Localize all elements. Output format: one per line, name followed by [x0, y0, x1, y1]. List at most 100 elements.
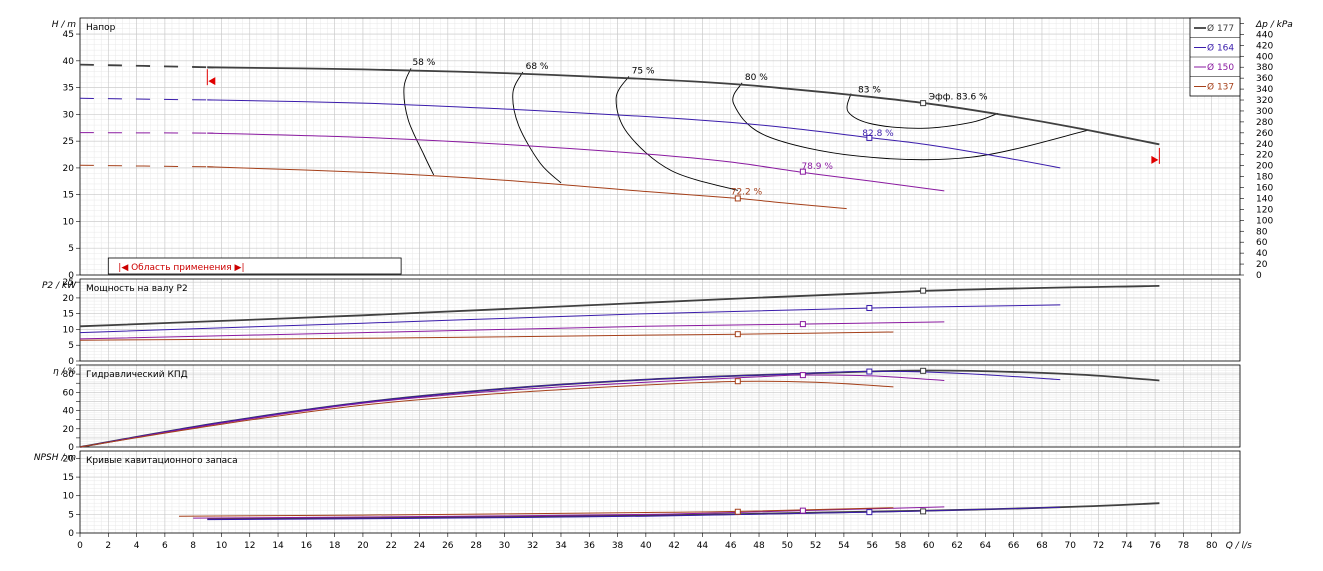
y-tick-label: 20: [63, 425, 75, 435]
y2-tick-label: 220: [1256, 151, 1273, 161]
y-tick-label: 0: [68, 271, 74, 281]
y-tick-label: 5: [68, 341, 74, 351]
series-line: [207, 132, 945, 192]
y-tick-label: 10: [63, 325, 75, 335]
y2-tick-label: 40: [1256, 249, 1268, 259]
x-tick-label: 34: [555, 541, 567, 551]
efficiency-label: 58 %: [412, 58, 435, 68]
y-tick-label: 0: [68, 357, 74, 367]
x-tick-label: 4: [134, 541, 140, 551]
x-tick-label: 8: [190, 541, 196, 551]
bep-marker: [734, 331, 741, 338]
x-tick-label: 58: [895, 541, 907, 551]
bep-marker: [866, 134, 873, 141]
iso-efficiency-curve: [846, 93, 999, 129]
y-axis-efficiency: 0 20 40 60 80η / %: [53, 364, 80, 453]
bep-marker: [799, 168, 806, 175]
efficiency-label: 72.2 %: [731, 188, 763, 198]
y-tick-label: 40: [63, 407, 75, 417]
series-efficiency: [79, 374, 945, 448]
y2-tick-label: 140: [1256, 194, 1273, 204]
series-line: [79, 321, 945, 340]
x-tick-label: 16: [301, 541, 313, 551]
x-axis: 0 2 4 6 8 10 12 14 16 18 20 22 24 26 28 30 32 34 36 38 40 42 4…: [77, 533, 1252, 551]
bep-marker: [799, 372, 806, 379]
series-power: [79, 304, 1061, 334]
y-axis-label: P2 / kW: [42, 281, 77, 291]
x-tick-label: 28: [470, 541, 482, 551]
series-line: [79, 331, 894, 341]
y-axis-head: 0 5 10 15 20 25 30 35 40 45H / m: [52, 20, 80, 281]
y2-tick-label: 420: [1256, 41, 1273, 51]
series-line: [79, 304, 1061, 334]
panel-efficiency: 0 20 40 60 80η / % Гидравлический КПД: [53, 364, 1241, 453]
x-tick-label: 12: [244, 541, 255, 551]
x-tick-label: 76: [1149, 541, 1161, 551]
y2-tick-label: 120: [1256, 205, 1273, 215]
x-tick-label: 44: [697, 541, 709, 551]
y2-tick-label: 260: [1256, 129, 1273, 139]
y-tick-label: 20: [63, 454, 75, 464]
series-line-dashed: [79, 164, 218, 168]
iso-efficiency-curve: [512, 71, 562, 184]
series-line-dashed: [79, 132, 218, 134]
x-tick-label: 10: [216, 541, 228, 551]
x-tick-label: 38: [612, 541, 624, 551]
y-tick-label: 80: [63, 370, 75, 380]
y-tick-label: 25: [63, 137, 74, 147]
bep-marker: [734, 378, 741, 385]
y-axis-label: NPSH / m: [34, 453, 76, 463]
fine-grid: [79, 450, 1241, 534]
bep-markers: [734, 100, 927, 202]
efficiency-label: 82.8 %: [862, 129, 894, 139]
legend: Ø 177 Ø 164 Ø 150 Ø 137: [1189, 17, 1241, 97]
x-tick-label: 42: [668, 541, 679, 551]
y-tick-label: 0: [68, 443, 74, 453]
y2-tick-label: 280: [1256, 118, 1273, 128]
x-tick-label: 62: [951, 541, 962, 551]
y-tick-label: 0: [68, 529, 74, 539]
x-tick-label: 54: [838, 541, 850, 551]
panel-frame: [79, 278, 1241, 362]
legend-entry-label: Ø 150: [1207, 62, 1234, 73]
y-axis-label: H / m: [52, 20, 77, 30]
efficiency-labels: 58 % 68 % 75 % 80 % 83 % Эфф. 83.6 % 82.8 % 78.…: [412, 58, 988, 198]
x-tick-label: 80: [1206, 541, 1218, 551]
series-power: [79, 331, 894, 341]
range-marker-left-icon: [208, 77, 216, 86]
series-npsh: [178, 507, 894, 517]
bep-marker: [920, 508, 927, 515]
x-tick-label: 6: [162, 541, 168, 551]
series-head: [79, 97, 1061, 169]
series-head: [79, 132, 945, 192]
x-tick-label: 48: [753, 541, 765, 551]
range-markers: [206, 69, 1160, 164]
x-tick-label: 32: [527, 541, 538, 551]
series-line: [79, 374, 945, 448]
y-axis-label: η / %: [53, 367, 76, 377]
bep-markers: [734, 367, 927, 385]
iso-efficiency-curve: [615, 76, 738, 191]
y2-tick-label: 380: [1256, 63, 1273, 73]
x-tick-label: 26: [442, 541, 454, 551]
fine-grid: [79, 17, 1241, 276]
series-line: [79, 285, 1160, 328]
y2-tick-label: 80: [1256, 227, 1268, 237]
y-tick-label: 5: [68, 510, 74, 520]
y2-axis-pressure: 0204060801001201401601802002202402602803…: [1240, 20, 1293, 281]
efficiency-label: 80 %: [745, 73, 768, 83]
efficiency-label: 75 %: [632, 67, 655, 77]
series-line: [178, 507, 894, 517]
y-tick-label: 10: [63, 217, 75, 227]
series-efficiency: [79, 370, 1061, 448]
bep-marker: [920, 287, 927, 294]
y-tick-label: 10: [63, 492, 75, 502]
major-grid: [79, 279, 1241, 362]
y2-tick-label: 360: [1256, 74, 1273, 84]
legend-entry-label: Ø 177: [1207, 23, 1234, 34]
series-head: [79, 63, 1160, 146]
y-tick-label: 5: [68, 244, 74, 254]
